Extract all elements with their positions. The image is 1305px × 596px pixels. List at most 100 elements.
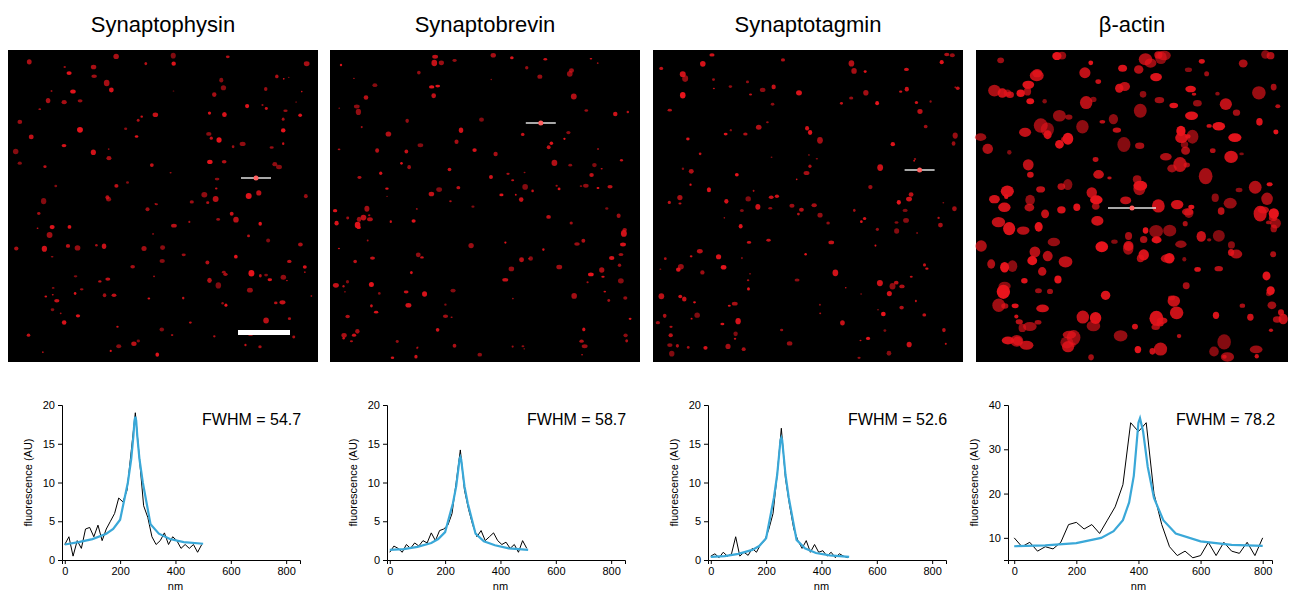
tick-mark [286, 560, 287, 564]
tick-mark [383, 444, 387, 445]
image-speckle [579, 340, 583, 343]
image-speckle [1185, 67, 1192, 72]
image-speckle [597, 148, 599, 150]
image-speckle [1026, 98, 1034, 104]
image-speckle [1185, 112, 1198, 120]
axis-line [63, 561, 301, 565]
tick-mark [58, 560, 62, 561]
image-speckle [619, 253, 624, 256]
image-speckle [796, 179, 798, 181]
image-speckle [259, 274, 262, 277]
image-speckle [1058, 52, 1067, 60]
x-axis: 0200400600800 [387, 560, 625, 577]
image-speckle [550, 141, 554, 145]
image-speckle [1224, 198, 1237, 209]
tick-label: 600 [222, 565, 240, 577]
image-speckle [1269, 208, 1279, 219]
plot-area [390, 450, 528, 552]
tick: 800 [923, 560, 941, 577]
image-speckle [747, 279, 749, 281]
image-speckle [207, 278, 212, 283]
image-speckle [1036, 186, 1045, 192]
image-speckle [153, 275, 155, 277]
image-speckle [1135, 346, 1142, 353]
image-speckle [436, 328, 440, 332]
image-speckle [682, 296, 687, 301]
image-speckle [405, 119, 409, 123]
image-speckle [607, 185, 612, 188]
tick-label: 0 [1012, 565, 1018, 577]
image-speckle [1209, 346, 1219, 356]
image-speckle [566, 131, 570, 134]
image-speckle [558, 188, 561, 191]
image-speckle [1132, 324, 1138, 330]
image-speckle [429, 192, 435, 197]
image-speckle [789, 204, 794, 208]
image-speckle [597, 62, 599, 64]
image-speckle [975, 240, 986, 252]
image-speckle [627, 111, 630, 113]
image-speckle [1192, 93, 1197, 96]
image-speckle [131, 341, 136, 345]
image-speckle [989, 195, 1000, 203]
image-speckle [432, 55, 438, 59]
image-speckle [874, 244, 876, 246]
profile-spot [254, 176, 259, 181]
annotation: FWHM = 78.2 [1176, 411, 1275, 428]
image-speckle [944, 53, 949, 57]
tick: 30 [989, 443, 1008, 455]
image-speckle [1088, 354, 1094, 360]
image-speckle [173, 90, 175, 91]
y-axis: 10203040 [989, 399, 1009, 560]
image-speckle [43, 165, 46, 168]
image-speckle [1152, 199, 1165, 212]
image-speckle [1150, 73, 1162, 81]
image-speckle [1038, 267, 1046, 276]
tick: 800 [602, 560, 620, 577]
image-speckle [1149, 225, 1163, 238]
image-speckle [233, 217, 239, 223]
tick-mark [120, 560, 121, 564]
image-speckle [629, 318, 632, 320]
image-speckle [354, 104, 360, 108]
image-speckle [689, 169, 694, 174]
image-speckle [468, 243, 473, 248]
image-speckle [1010, 335, 1023, 347]
image-speckle [1025, 195, 1035, 205]
image-speckle [1138, 249, 1149, 260]
image-speckle [74, 275, 78, 277]
image-speckle [1041, 210, 1049, 219]
tick-mark [1201, 560, 1202, 564]
profile-trace [1014, 423, 1262, 558]
image-speckle [1134, 104, 1147, 118]
image-speckle [1019, 128, 1031, 137]
image-speckle [190, 200, 194, 203]
image-speckle [895, 221, 899, 224]
image-speckle [690, 255, 693, 257]
image-speckle [429, 85, 434, 88]
image-speckle [108, 148, 110, 150]
image-speckle [804, 253, 807, 255]
image-speckle [605, 207, 608, 209]
image-speckle [95, 244, 98, 246]
image-speckle [555, 185, 557, 187]
image-speckle [182, 253, 186, 256]
image-speckle [669, 326, 672, 328]
image-speckle [353, 260, 357, 264]
image-speckle [171, 334, 174, 336]
axis-line [1009, 561, 1273, 565]
image-speckle [219, 78, 223, 83]
tick-mark [704, 560, 708, 561]
tick-mark [821, 560, 822, 564]
image-speckle [766, 121, 769, 123]
image-speckle [747, 287, 750, 290]
image-speckle [1118, 65, 1127, 72]
tick-mark [383, 521, 387, 522]
image-speckle [504, 241, 506, 243]
image-speckle [212, 92, 216, 97]
image-speckle [875, 101, 879, 105]
image-speckle [137, 119, 140, 122]
image-speckle [697, 249, 703, 253]
image-speckle [952, 141, 956, 145]
y-axis: 05101520 [43, 399, 63, 566]
